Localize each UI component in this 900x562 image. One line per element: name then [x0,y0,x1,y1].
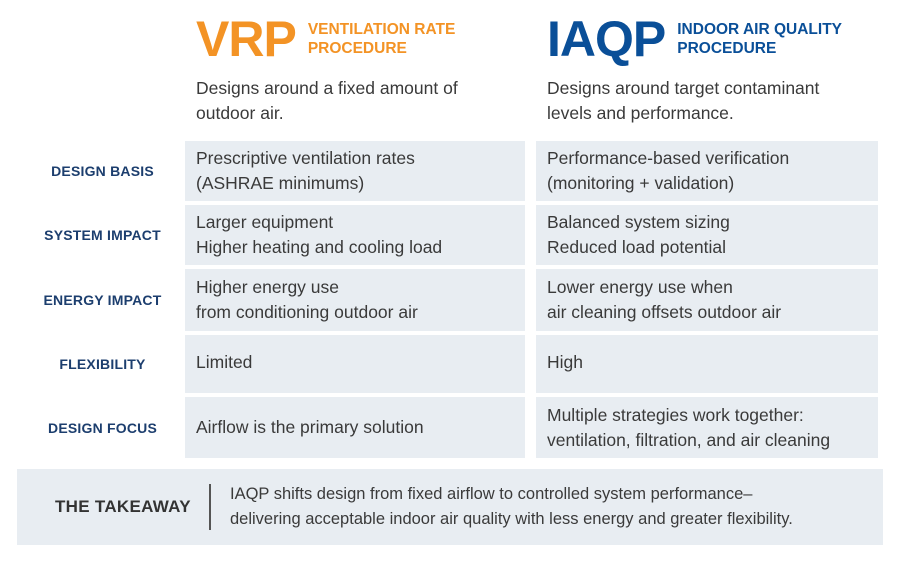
vrp-intro-line1: Designs around a fixed amount of [196,78,458,98]
cell-line: from conditioning outdoor air [196,302,418,322]
vrp-intro-line2: outdoor air. [196,103,284,123]
vrp-name-line2: PROCEDURE [307,40,407,57]
cell-line: (ASHRAE minimums) [196,173,365,193]
row-label: ENERGY IMPACT [43,292,162,308]
vrp-cell: Prescriptive ventilation rates (ASHRAE m… [185,141,525,201]
cell-line: Airflow is the primary solution [196,417,424,437]
iaqp-abbreviation: IAQP [547,11,666,67]
vrp-name-line1: VENTILATION RATE [307,21,456,38]
cell-line: Performance-based verification [547,148,790,168]
row-design-focus: DESIGN FOCUS Airflow is the primary solu… [0,397,900,458]
cell-line: Lower energy use when [547,277,733,297]
iaqp-header: IAQP INDOOR AIR QUALITY PROCEDURE [547,10,867,68]
iaqp-cell: Multiple strategies work together: venti… [536,397,878,458]
cell-line: Multiple strategies work together: [547,404,804,425]
vrp-full-name: VENTILATION RATE PROCEDURE [308,20,498,58]
cell-line: (monitoring + validation) [547,173,735,193]
iaqp-name-line1: INDOOR AIR QUALITY [677,21,843,38]
row-label: FLEXIBILITY [59,356,146,372]
cell-line: Higher energy use [196,277,339,297]
takeaway-divider [209,484,211,530]
iaqp-full-name: INDOOR AIR QUALITY PROCEDURE [677,20,867,58]
row-energy-impact: ENERGY IMPACT Higher energy use from con… [0,269,900,331]
iaqp-intro: Designs around target contaminant levels… [547,76,867,126]
cell-line: ventilation, filtration, and air cleanin… [547,429,831,450]
row-system-impact: SYSTEM IMPACT Larger equipment Higher he… [0,205,900,265]
vrp-cell: Larger equipment Higher heating and cool… [185,205,525,265]
vrp-cell: Limited [185,335,525,393]
cell-line: Reduced load potential [547,237,727,257]
vrp-intro: Designs around a fixed amount of outdoor… [196,76,516,126]
row-flexibility: FLEXIBILITY Limited High [0,335,900,393]
cell-line: Prescriptive ventilation rates [196,148,415,168]
vrp-abbreviation: VRP [196,11,297,67]
vrp-cell: Higher energy use from conditioning outd… [185,269,525,331]
cell-line: air cleaning offsets outdoor air [547,302,782,322]
cell-line: Larger equipment [196,212,334,232]
iaqp-cell: High [536,335,878,393]
row-design-basis: DESIGN BASIS Prescriptive ventilation ra… [0,141,900,201]
cell-line: High [547,352,583,372]
vrp-cell: Airflow is the primary solution [185,397,525,458]
cell-line: Limited [196,352,253,372]
vrp-header: VRP VENTILATION RATE PROCEDURE [196,10,498,68]
row-label: DESIGN FOCUS [48,419,157,436]
row-label: SYSTEM IMPACT [44,227,161,243]
iaqp-cell: Balanced system sizing Reduced load pote… [536,205,878,265]
iaqp-name-line2: PROCEDURE [677,40,777,57]
iaqp-cell: Performance-based verification (monitori… [536,141,878,201]
cell-line: Higher heating and cooling load [196,237,443,257]
iaqp-intro-line2: levels and performance. [547,103,734,123]
cell-line: Balanced system sizing [547,212,730,232]
takeaway-box: THE TAKEAWAY IAQP shifts design from fix… [17,469,883,545]
row-label: DESIGN BASIS [51,163,154,179]
iaqp-cell: Lower energy use when air cleaning offse… [536,269,878,331]
iaqp-intro-line1: Designs around target contaminant [547,78,820,98]
takeaway-text: IAQP shifts design from fixed airflow to… [230,469,793,545]
takeaway-line2: delivering acceptable indoor air quality… [230,510,793,528]
takeaway-line1: IAQP shifts design from fixed airflow to… [230,485,753,503]
takeaway-label: THE TAKEAWAY [55,497,191,516]
